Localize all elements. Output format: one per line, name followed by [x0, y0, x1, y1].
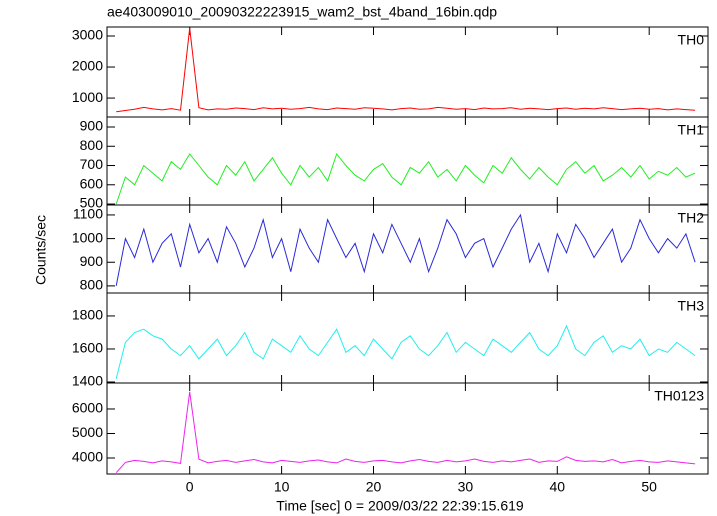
data-line — [116, 28, 696, 113]
y-tick-label: 1400 — [72, 373, 103, 389]
chart-title: ae403009010_20090322223915_wam2_bst_4ban… — [107, 4, 497, 20]
y-axis-label: Counts/sec — [33, 215, 49, 285]
y-tick-label: 1600 — [72, 340, 103, 356]
data-line — [115, 152, 696, 205]
data-line — [115, 324, 696, 379]
data-line — [115, 213, 696, 286]
x-axis-label: Time [sec] 0 = 2009/03/22 22:39:15.619 — [276, 498, 524, 514]
data-line — [115, 391, 696, 474]
panel-frame — [106, 26, 709, 118]
x-tick-label: 20 — [366, 479, 382, 495]
panel-label: TH1 — [678, 122, 705, 138]
y-tick-label: 1100 — [73, 206, 103, 222]
y-tick-label: 600 — [80, 175, 104, 191]
x-tick-label: 50 — [641, 479, 657, 495]
x-tick-label: 0 — [186, 479, 194, 495]
y-tick-label: 3000 — [72, 27, 103, 43]
y-tick-label: 800 — [80, 137, 104, 153]
y-tick-label: 700 — [80, 156, 104, 172]
y-tick-label: 4000 — [72, 449, 103, 465]
x-tick-label: 40 — [550, 479, 566, 495]
y-tick-label: 5000 — [72, 424, 103, 440]
panel-frame — [106, 116, 709, 206]
panel-label: TH0 — [678, 32, 705, 48]
y-tick-label: 900 — [80, 118, 104, 134]
y-tick-label: 1000 — [72, 229, 103, 245]
y-tick-label: 500 — [80, 195, 104, 211]
y-tick-label: 1800 — [72, 307, 103, 323]
panel-label: TH2 — [678, 210, 705, 226]
y-tick-label: 6000 — [72, 400, 103, 416]
x-tick-label: 30 — [458, 479, 474, 495]
y-tick-label: 900 — [80, 253, 104, 269]
panel-label: TH3 — [678, 298, 705, 314]
panel-label: TH0123 — [654, 388, 704, 404]
x-tick-label: 10 — [274, 479, 290, 495]
y-tick-label: 2000 — [72, 58, 103, 74]
y-tick-label: 800 — [80, 277, 104, 293]
y-tick-label: 1000 — [72, 89, 103, 105]
panel-frame — [106, 382, 709, 475]
